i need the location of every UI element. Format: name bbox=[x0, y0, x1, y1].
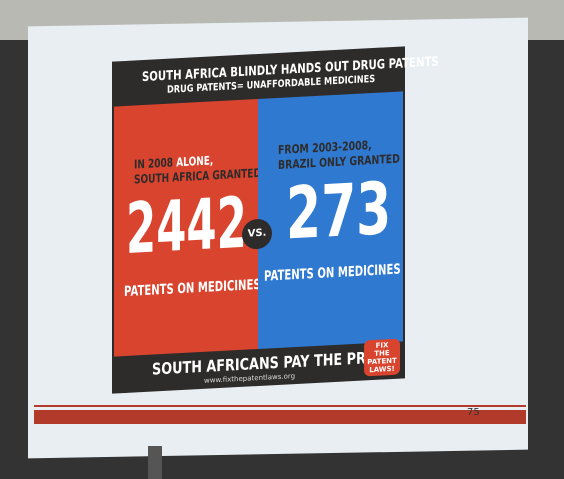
left-caption: PATENTS ON MEDICINES bbox=[124, 277, 261, 300]
photo: 75 SOUTH AFRICA BLINDLY HANDS OUT DRUG P… bbox=[0, 0, 564, 479]
slide-stripe bbox=[34, 410, 526, 424]
intro-highlight: ALONE, bbox=[176, 153, 213, 169]
intro-text: IN 2008 bbox=[134, 155, 176, 171]
poster: SOUTH AFRICA BLINDLY HANDS OUT DRUG PATE… bbox=[112, 46, 405, 393]
right-number: 273 bbox=[286, 172, 391, 250]
badge: FIX THE PATENT LAWS! bbox=[364, 339, 400, 377]
right-caption: PATENTS ON MEDICINES bbox=[264, 262, 401, 285]
badge-text: LAWS! bbox=[364, 365, 400, 375]
slide-stripe-thin bbox=[34, 405, 526, 407]
page-number: 75 bbox=[467, 407, 480, 418]
microphone bbox=[148, 446, 162, 479]
left-number: 2442 bbox=[126, 188, 247, 264]
left-panel: IN 2008 ALONE, SOUTH AFRICA GRANTED 2442… bbox=[114, 99, 258, 357]
right-panel: FROM 2003-2008, BRAZIL ONLY GRANTED 273 … bbox=[258, 91, 403, 349]
